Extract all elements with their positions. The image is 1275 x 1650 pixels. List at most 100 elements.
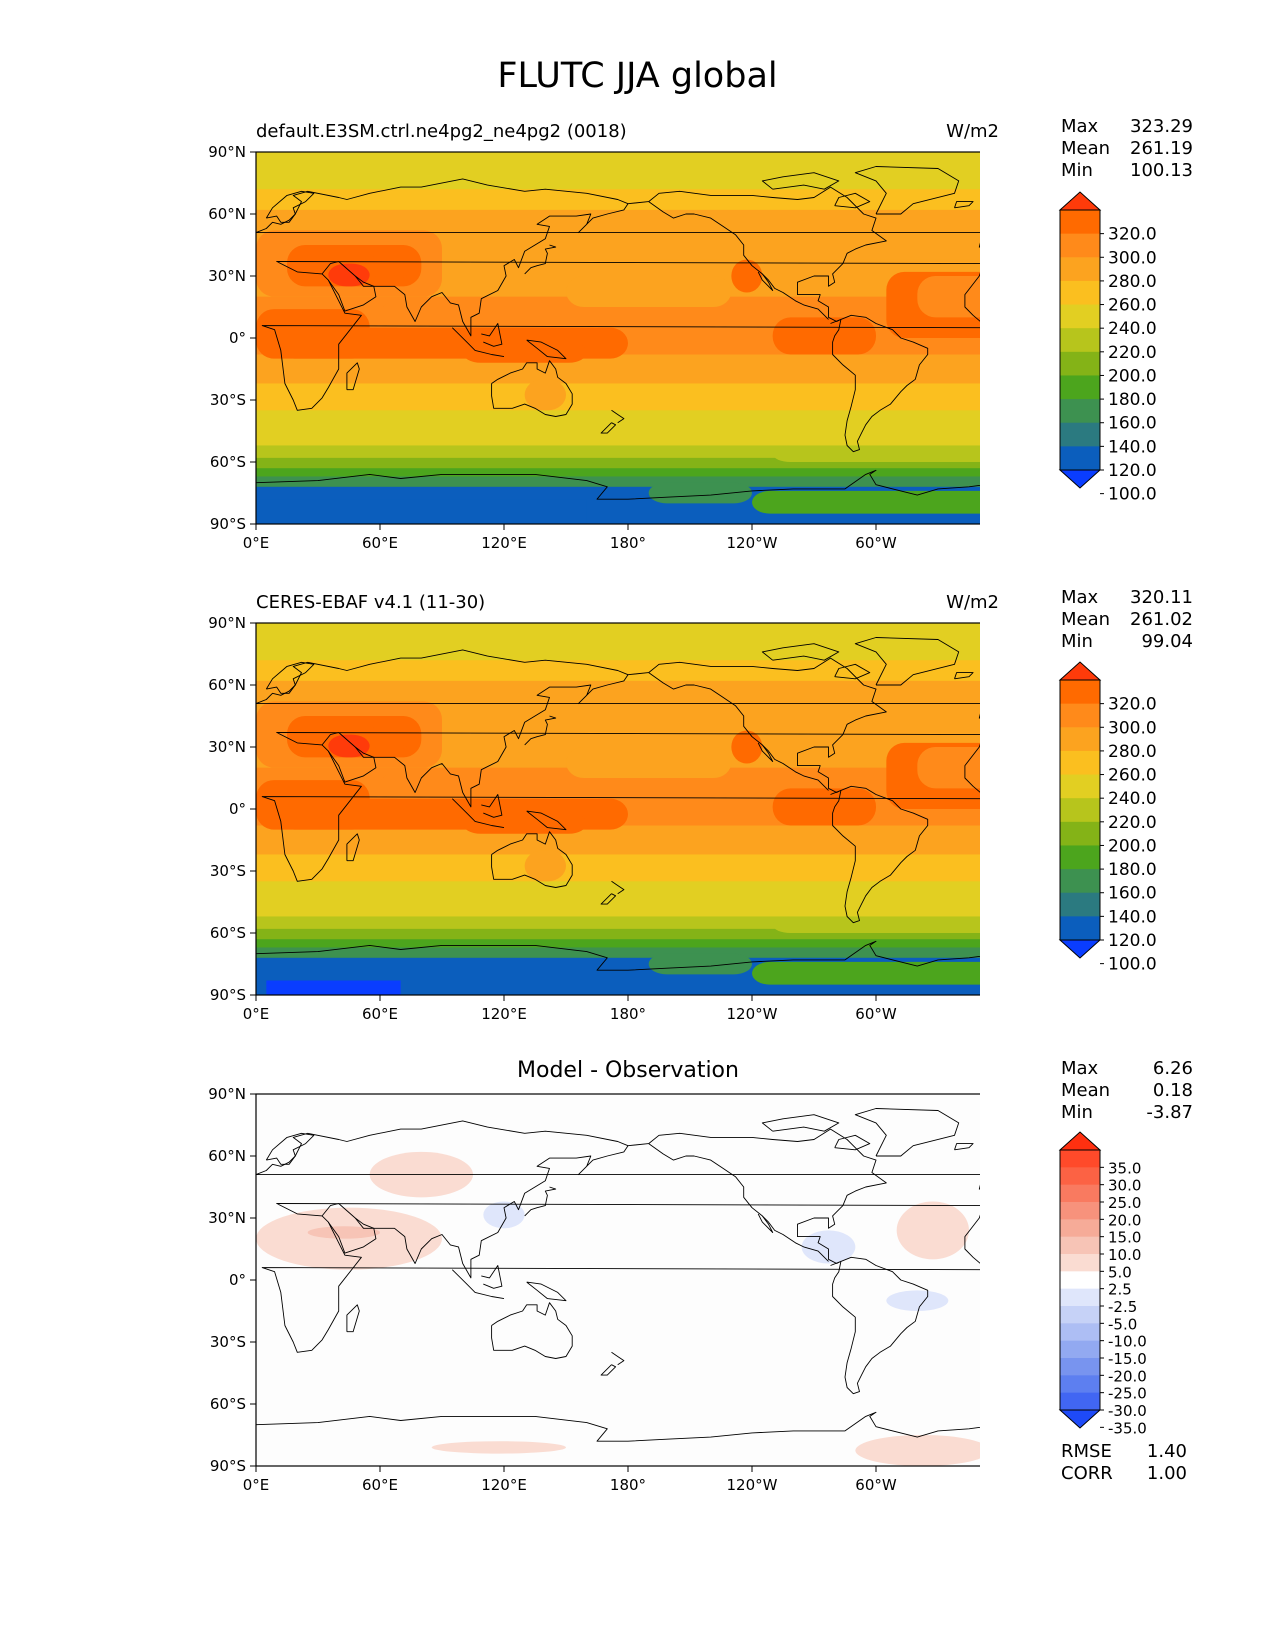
lon-tick-label: 180° [610, 1005, 646, 1021]
colorbar-segment [1060, 1392, 1100, 1411]
stat-value: 99.04 [1141, 631, 1193, 652]
colorbar-tick-label: 100.0 [1108, 955, 1157, 970]
colorbar-tick-label: 200.0 [1108, 836, 1157, 856]
coastline [491, 1302, 573, 1359]
colorbar-extend-max [1058, 661, 1102, 681]
contour-region [369, 722, 411, 752]
lat-tick-label: 60°N [208, 1147, 246, 1165]
difference-region [431, 1441, 566, 1454]
difference-region [801, 1230, 856, 1264]
lat-tick-label: 60°S [210, 1395, 246, 1413]
contour-band [256, 939, 980, 948]
stat-label: RMSE [1061, 1441, 1112, 1462]
lat-tick-label: 30°N [208, 1209, 246, 1227]
contour-background [256, 1094, 980, 1466]
coastline [854, 1108, 960, 1157]
coastline [611, 409, 625, 424]
colorbar-tick-label: -25.0 [1108, 1385, 1147, 1403]
colorbar-tick-label: -10.0 [1108, 1333, 1147, 1351]
colorbar-segment [1060, 446, 1100, 471]
colorbar-segment [1060, 375, 1100, 400]
stat-label: Mean [1061, 609, 1111, 630]
colorbar-segment [1060, 1236, 1100, 1255]
coastline [757, 1213, 774, 1233]
contour-region [566, 747, 732, 778]
colorbar-tick-label: -30.0 [1108, 1402, 1147, 1420]
lon-tick-label: 120°W [727, 1005, 778, 1021]
colorbar-segment [1060, 1340, 1100, 1359]
coastline [481, 323, 503, 347]
coastline [757, 271, 774, 291]
lat-tick-label: 30°N [208, 267, 246, 285]
coastline [854, 637, 960, 686]
lat-tick-label: 90°S [210, 515, 246, 533]
panel-1-map: 90°N 60°N 30°N 0° 30°S 60°S 90°S0°E 60°E 120°E 18… [208, 143, 980, 550]
panel-3-colorbar: 35.030.025.020.015.010.05.02.5-2.5-5.0-1… [1058, 1131, 1147, 1437]
stat-label: Max [1061, 587, 1099, 608]
lon-tick-label: 0°E [243, 1476, 270, 1492]
field-fill [256, 152, 980, 525]
panel-2-units: W/m2 [946, 592, 999, 613]
coastline [611, 880, 625, 895]
colorbar-segment [1060, 422, 1100, 447]
coastline [648, 201, 829, 320]
colorbar-segment [1060, 1306, 1100, 1324]
stat-label: Min [1061, 160, 1093, 181]
contour-band [256, 680, 980, 703]
stat-label: Mean [1061, 1080, 1111, 1101]
colorbar-segment [1060, 821, 1100, 846]
stat-value: -3.87 [1146, 1102, 1193, 1123]
difference-region [855, 1435, 980, 1466]
coastline [854, 166, 960, 215]
coastline [954, 201, 974, 209]
colorbar-segment [1060, 727, 1100, 752]
colorbar-tick-label: 25.0 [1108, 1194, 1141, 1212]
colorbar-tick-label: 120.0 [1108, 461, 1157, 481]
coastline [265, 661, 315, 694]
coastline [255, 1120, 980, 1190]
lon-tick-label: 120°E [481, 1476, 527, 1492]
colorbar-frame [1059, 209, 1101, 471]
coastline [265, 1132, 315, 1165]
colorbar-tick-label: 5.0 [1108, 1263, 1132, 1281]
colorbar-extend-max [1058, 1131, 1102, 1151]
panel-3-title: Model - Observation [517, 1058, 739, 1083]
stat-value: 261.02 [1130, 609, 1193, 630]
difference-region [896, 1201, 969, 1260]
colorbar-tick-label: 2.5 [1108, 1281, 1132, 1299]
contour-region [328, 263, 370, 287]
colorbar-tick-label: 260.0 [1108, 766, 1157, 786]
coastline [761, 172, 840, 190]
contour-region [380, 300, 484, 328]
panel-1-title: default.E3SM.ctrl.ne4pg2_ne4pg2 (0018) [256, 121, 627, 142]
coastline [451, 798, 505, 829]
lon-tick-label: 60°E [362, 1005, 398, 1021]
contour-region [524, 850, 566, 882]
coastline [761, 1114, 840, 1132]
colorbar-tick-label: 260.0 [1108, 296, 1157, 316]
lat-tick-label: 90°N [208, 614, 246, 632]
stat-value: 323.29 [1130, 116, 1193, 137]
colorbar-extend-min [1058, 469, 1102, 489]
colorbar-segment [1060, 1358, 1100, 1376]
stat-value: 1.40 [1146, 1441, 1187, 1462]
colorbar-tick-label: 280.0 [1108, 742, 1157, 762]
lon-tick-label: 60°W [855, 1476, 897, 1492]
lon-tick-label: 120°E [481, 534, 527, 550]
coastline [321, 1145, 629, 1279]
colorbar-tick-label: 240.0 [1108, 319, 1157, 339]
contour-region [266, 980, 401, 995]
coastline [346, 1304, 360, 1333]
contour-band [256, 476, 980, 488]
coastline [954, 672, 974, 680]
colorbar-segment [1060, 798, 1100, 823]
panel-3-stats: Max 6.26 Mean 0.18 Min -3.87 [1061, 1058, 1193, 1124]
colorbar-extend-min [1058, 939, 1102, 959]
panel-2-colorbar: 320.0 300.0 280.0 260.0 240.0 220.0 200.0 180.0… [1058, 661, 1157, 970]
colorbar-tick-label: 180.0 [1108, 390, 1157, 410]
colorbar-segment [1060, 869, 1100, 894]
coastline [648, 186, 887, 324]
coastline [321, 674, 629, 808]
figure-title: FLUTC JJA global [497, 56, 778, 96]
contour-band [256, 825, 980, 855]
